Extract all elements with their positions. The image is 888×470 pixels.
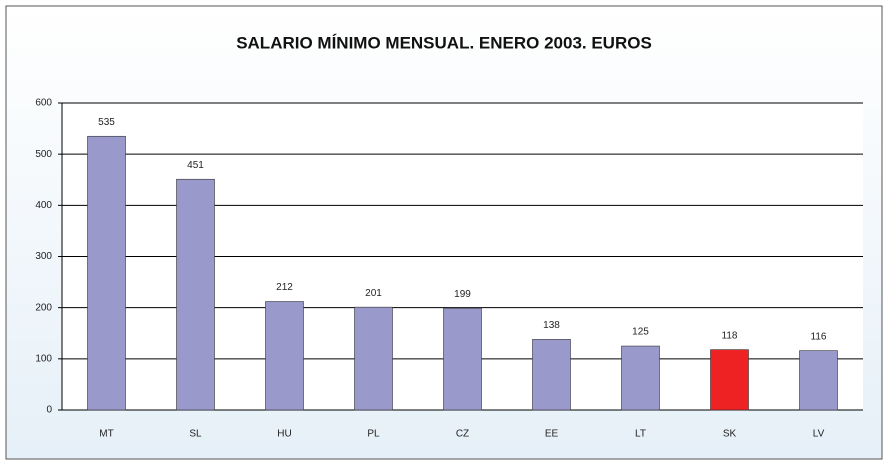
bar	[443, 307, 482, 411]
data-label: 201	[365, 288, 382, 299]
y-tick-label: 200	[35, 302, 52, 313]
data-label: 125	[632, 327, 649, 338]
y-tick-label: 500	[35, 149, 52, 160]
data-label: 451	[187, 160, 204, 171]
y-tick-label: 100	[35, 353, 52, 364]
data-label: 138	[543, 320, 560, 331]
x-tick-label: SL	[189, 429, 202, 440]
x-tick-label: CZ	[456, 429, 469, 440]
chart-title: SALARIO MÍNIMO MENSUAL. ENERO 2003. EURO…	[236, 33, 652, 52]
x-tick-label: MT	[99, 429, 113, 440]
y-tick-label: 600	[35, 98, 52, 109]
y-tick-label: 400	[35, 200, 52, 211]
x-tick-label: HU	[277, 429, 291, 440]
bar	[265, 301, 304, 411]
x-tick-label: PL	[367, 429, 380, 440]
data-label: 535	[98, 117, 115, 128]
bar	[799, 350, 838, 411]
bar	[621, 345, 660, 411]
x-tick-label: EE	[545, 429, 559, 440]
data-label: 116	[811, 331, 827, 342]
data-label: 199	[454, 289, 471, 300]
data-label: 118	[722, 330, 738, 341]
x-tick-label: SK	[723, 429, 737, 440]
bar	[710, 349, 749, 411]
bar	[176, 178, 215, 411]
x-tick-label: LT	[635, 429, 646, 440]
bar	[354, 306, 393, 411]
data-label: 212	[276, 282, 293, 293]
y-tick-label: 0	[46, 405, 52, 416]
bar	[532, 339, 571, 411]
x-tick-label: LV	[813, 429, 825, 440]
bar	[87, 135, 126, 411]
y-tick-label: 300	[35, 251, 52, 262]
